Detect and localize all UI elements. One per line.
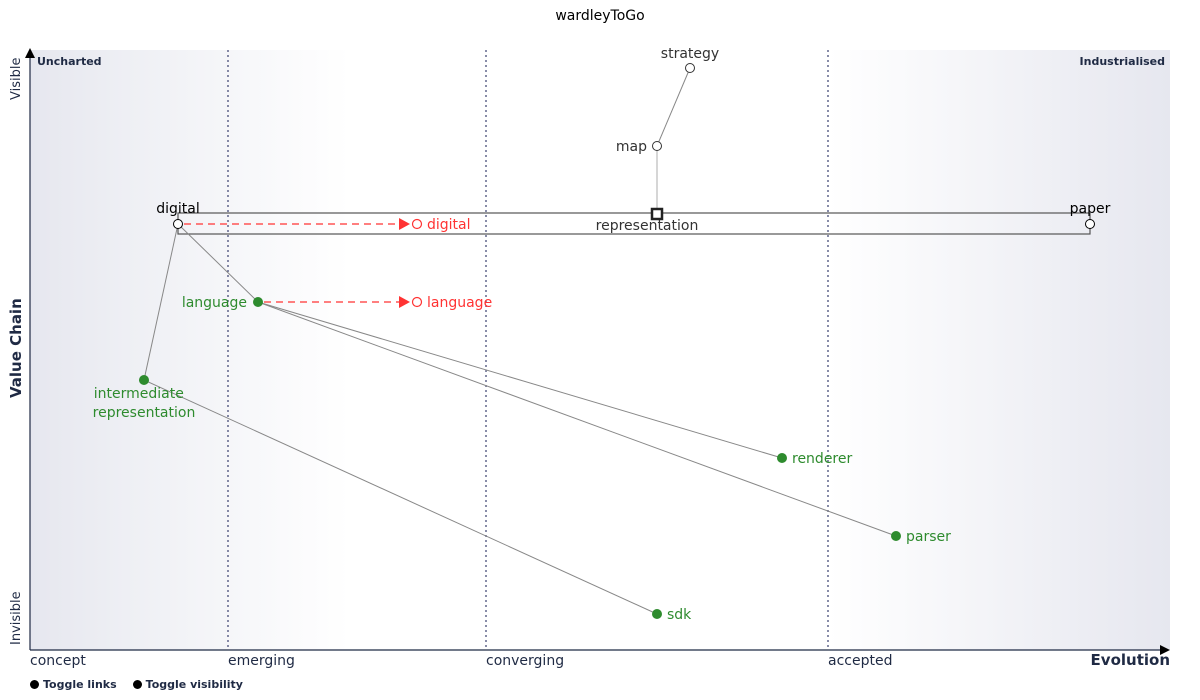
label-language: language [182, 295, 247, 311]
stage-label-emerging: emerging [228, 653, 295, 669]
toggle-links-dot-icon [30, 680, 39, 689]
label-strategy: strategy [661, 46, 719, 62]
link-digital-language [177, 223, 259, 303]
label-map: map [616, 139, 647, 155]
industrialised-background [828, 50, 1170, 650]
node-renderer[interactable] [777, 453, 787, 463]
link-language-renderer [257, 301, 783, 459]
stage-label-concept: concept [30, 653, 86, 669]
node-sdk[interactable] [652, 609, 662, 619]
label-language-future: language [427, 295, 492, 311]
link-language-parser [257, 301, 897, 537]
label-ir-line-2: representation [93, 405, 196, 421]
toggle-links-label: Toggle links [43, 678, 117, 691]
node-digital[interactable] [173, 219, 183, 229]
node-digital-future[interactable] [411, 218, 423, 230]
link-strategy-map [656, 67, 691, 147]
node-paper[interactable] [1085, 219, 1095, 229]
node-parser[interactable] [891, 531, 901, 541]
label-intermediate-representation: intermediate representation [93, 386, 196, 421]
invisible-label: Invisible [9, 591, 24, 645]
toggle-visibility-dot-icon [132, 680, 142, 689]
label-parser: parser [906, 529, 951, 545]
link-ir-sdk [143, 379, 658, 615]
label-ir-line-1: intermediate [94, 386, 184, 402]
node-language-future[interactable] [411, 296, 423, 308]
label-renderer: renderer [792, 451, 852, 467]
label-digital: digital [156, 201, 200, 217]
evolution-label: Evolution [1091, 651, 1170, 669]
link-digital-ir [143, 223, 179, 381]
node-map[interactable] [652, 141, 662, 151]
label-digital-future: digital [427, 217, 471, 233]
x-axis-arrow [1160, 645, 1170, 655]
uncharted-background [30, 50, 350, 650]
node-strategy[interactable] [685, 63, 695, 73]
node-language[interactable] [253, 297, 263, 307]
evolve-arrowhead-language [399, 296, 410, 308]
y-axis-arrow [25, 48, 35, 58]
evolve-arrowhead-digital [399, 218, 410, 230]
node-representation[interactable] [650, 207, 664, 221]
toggle-links-button[interactable]: Toggle links [30, 678, 117, 691]
toggle-visibility-label: Toggle visibility [145, 678, 243, 691]
map-controls: Toggle links Toggle visibility [30, 678, 243, 691]
industrialised-label: Industrialised [1080, 55, 1165, 68]
label-paper: paper [1070, 201, 1111, 217]
uncharted-label: Uncharted [37, 55, 102, 68]
value-chain-label: Value Chain [7, 298, 25, 398]
node-intermediate-representation[interactable] [139, 375, 149, 385]
stage-label-accepted: accepted [828, 653, 892, 669]
label-representation: representation [596, 218, 699, 234]
visible-label: Visible [9, 58, 24, 100]
toggle-visibility-button[interactable]: Toggle visibility [132, 678, 243, 691]
map-title: wardleyToGo [555, 8, 644, 24]
stage-label-converging: converging [486, 653, 564, 669]
label-sdk: sdk [667, 607, 692, 623]
